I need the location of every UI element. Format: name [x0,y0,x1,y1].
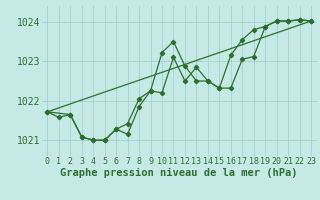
X-axis label: Graphe pression niveau de la mer (hPa): Graphe pression niveau de la mer (hPa) [60,168,298,178]
